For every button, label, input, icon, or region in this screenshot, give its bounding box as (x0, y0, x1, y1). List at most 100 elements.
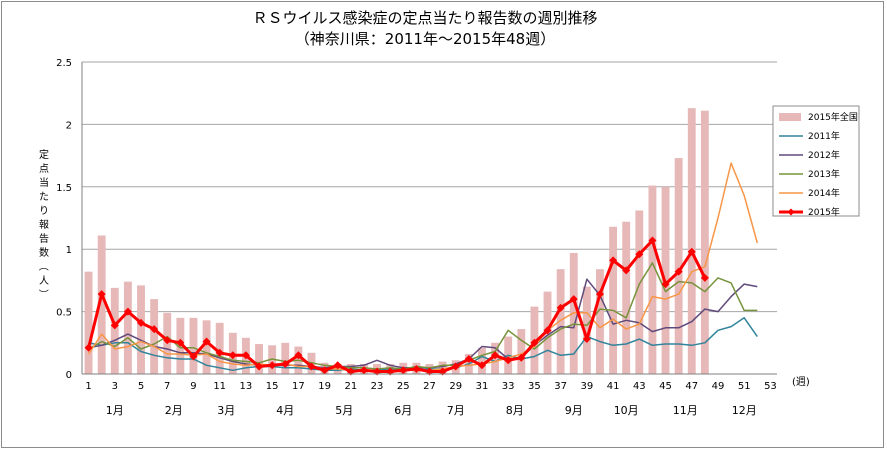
legend-label: 2012年 (808, 149, 840, 161)
x-tick-label: 49 (712, 381, 725, 392)
month-label: 4月 (276, 404, 294, 417)
x-tick-label: 41 (607, 381, 620, 392)
y-tick-label: 2 (66, 120, 72, 131)
legend-swatch (779, 113, 801, 121)
data-point (84, 343, 93, 352)
data-point (307, 362, 316, 371)
bar (255, 344, 263, 374)
data-point (700, 273, 709, 282)
data-point (202, 337, 211, 346)
legend-marker (787, 208, 795, 216)
y-axis-label-char: 数 (39, 246, 49, 259)
data-point (110, 321, 119, 330)
x-tick-label: 5 (138, 381, 144, 392)
y-axis-label-char: 告 (39, 232, 49, 245)
y-axis-label-char: 人 (39, 275, 49, 287)
y-axis-label: 定点当たり報告数 （ 人 ） (37, 148, 49, 299)
x-tick-label: 39 (580, 381, 593, 392)
x-tick-label: 53 (764, 381, 777, 392)
series-line (87, 239, 707, 373)
bar (97, 235, 106, 374)
data-point (215, 348, 224, 357)
y-tick-labels: 0 0.5 1 1.5 2 2.5 (56, 58, 72, 381)
x-tick-label: 17 (292, 381, 305, 392)
bar (648, 185, 657, 374)
data-point (543, 326, 552, 335)
month-label: 5月 (335, 404, 353, 417)
data-point (661, 280, 670, 289)
x-tick-label: 15 (266, 381, 279, 392)
x-tick-label: 31 (476, 381, 489, 392)
data-point (359, 366, 368, 375)
data-point (674, 267, 683, 276)
series-line (87, 162, 759, 373)
month-label: 6月 (394, 404, 412, 417)
chart-subtitle: （神奈川県：2011年～2015年48週） (295, 30, 555, 48)
y-tick-label: 1 (66, 245, 72, 256)
data-point (622, 266, 631, 275)
y-axis-label-char: た (39, 191, 49, 203)
x-tick-label: 37 (554, 381, 567, 392)
data-point (451, 362, 460, 371)
bar (215, 322, 224, 374)
x-tick-label: 9 (190, 381, 196, 392)
x-tick-label: 7 (164, 381, 170, 392)
x-tick-label: 13 (240, 381, 253, 392)
data-point (412, 365, 421, 374)
series-line (88, 317, 758, 372)
legend-box (772, 105, 860, 217)
data-point (268, 361, 277, 370)
month-label: 1月 (106, 404, 124, 417)
data-point (504, 356, 513, 365)
bar (281, 342, 290, 374)
x-tick-label: 47 (685, 381, 698, 392)
month-label: 10月 (614, 404, 639, 417)
bar (517, 329, 526, 374)
bar (596, 269, 604, 374)
legend-label: 2014年 (808, 187, 840, 199)
x-tick-label: 33 (502, 381, 515, 392)
data-point (582, 335, 591, 344)
bar (609, 226, 618, 374)
y-tick-label: 0.5 (56, 308, 72, 319)
x-tick-label: 45 (659, 381, 672, 392)
data-point (556, 303, 565, 312)
data-point (477, 361, 486, 370)
data-point (163, 336, 172, 345)
x-tick-label: 11 (213, 381, 226, 392)
bar (137, 285, 145, 374)
month-label: 2月 (165, 404, 183, 417)
data-point (281, 360, 290, 369)
bar (622, 221, 631, 374)
legend-label: 2013年 (808, 168, 840, 180)
data-point (97, 290, 106, 299)
y-axis-label-char: 報 (39, 219, 49, 231)
bar (84, 271, 93, 374)
axes (81, 62, 777, 375)
bar (556, 269, 565, 374)
legend-label: 2011年 (808, 130, 840, 142)
x-tick-label: 3 (112, 381, 118, 392)
data-point (635, 250, 644, 259)
data-point (399, 366, 408, 375)
legend: 2015年全国 2011年 2012年 2013年 2014年 2015年 (772, 105, 860, 218)
x-tick-label: 21 (344, 381, 357, 392)
data-point (569, 295, 578, 304)
bar (582, 286, 591, 374)
data-point (189, 352, 198, 361)
x-tick-label: 27 (423, 381, 436, 392)
bar (123, 281, 132, 374)
data-point (241, 351, 250, 360)
month-labels: 1月 2月 3月 4月 5月 6月 7月 8月 9月 10月 11月 12月 (106, 404, 757, 417)
data-point (294, 351, 303, 360)
data-point (687, 247, 696, 256)
x-tick-label: 23 (371, 381, 384, 392)
data-point (530, 338, 539, 347)
x-tick-label: 35 (528, 381, 541, 392)
bar (478, 347, 486, 374)
data-point (123, 307, 132, 316)
gridlines (82, 61, 777, 313)
data-point (320, 366, 329, 375)
x-tick-label: 1 (85, 381, 91, 392)
bar (687, 108, 696, 375)
